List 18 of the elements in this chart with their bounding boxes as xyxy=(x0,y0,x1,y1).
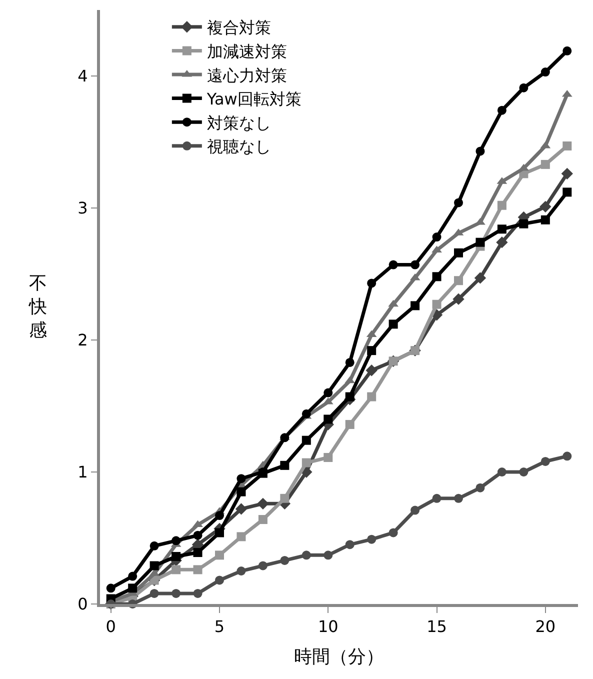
legend-label: 対策なし xyxy=(206,113,271,132)
legend-label: 加減速対策 xyxy=(206,42,287,61)
y-tick-label: 2 xyxy=(78,330,88,350)
y-tick-label: 4 xyxy=(78,66,88,86)
x-axis-title: 時間（分） xyxy=(294,646,384,668)
y-axis-title: 不快感 xyxy=(28,273,47,341)
legend-label: 視聴なし xyxy=(206,137,271,156)
x-tick-label: 0 xyxy=(106,617,116,636)
x-tick-label: 20 xyxy=(535,617,556,636)
x-tick-label: 10 xyxy=(318,617,338,636)
y-tick-label: 1 xyxy=(78,462,88,482)
y-tick-label: 3 xyxy=(78,198,88,218)
legend-label: Yaw回転対策 xyxy=(206,90,302,109)
legend-label: 遠心力対策 xyxy=(206,66,287,85)
x-tick-label: 15 xyxy=(426,617,447,636)
y-tick-label: 0 xyxy=(78,594,88,614)
x-tick-label: 5 xyxy=(214,617,225,636)
legend-label: 複合対策 xyxy=(206,18,271,38)
